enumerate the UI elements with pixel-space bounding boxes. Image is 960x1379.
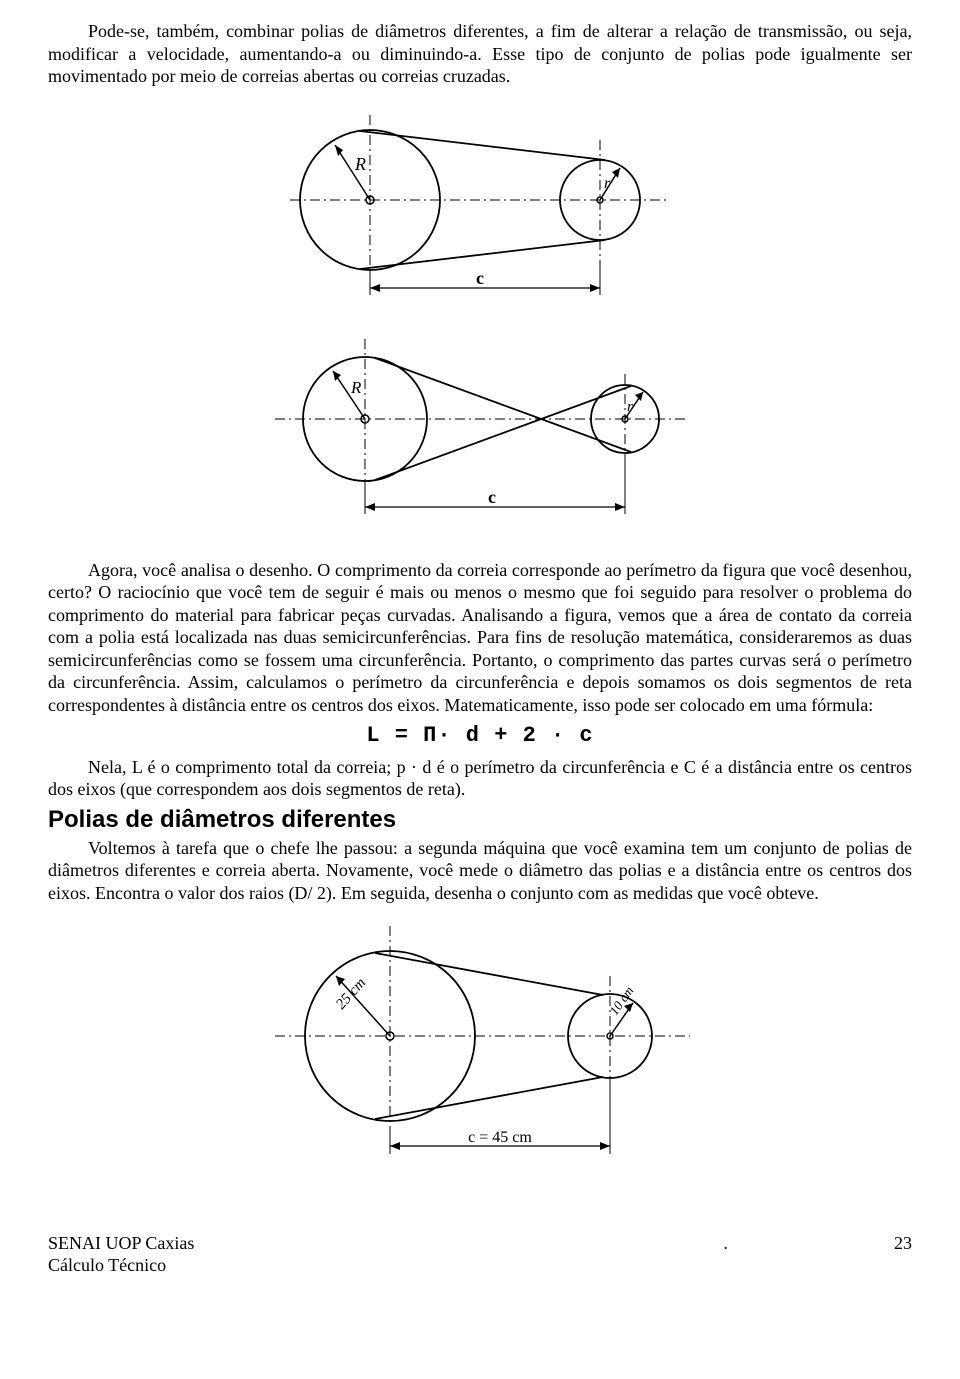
figure-open-belt: R r c	[48, 100, 912, 306]
label-c-2: c	[488, 487, 496, 507]
paragraph-task: Voltemos à tarefa que o chefe lhe passou…	[48, 837, 912, 905]
measured-belt-svg: 25 cm 10 cm c = 45 cm	[250, 916, 710, 1166]
formula: L = Π· d + 2 · c	[48, 722, 912, 750]
label-r-2: r	[627, 399, 633, 415]
label-R-2: R	[350, 378, 362, 397]
section-heading: Polias de diâmetros diferentes	[48, 805, 912, 835]
footer-dot: .	[723, 1233, 728, 1253]
page-number: 23	[894, 1233, 912, 1253]
label-R: R	[354, 154, 366, 174]
crossed-belt-svg: R r c	[255, 329, 705, 529]
paragraph-analysis: Agora, você analisa o desenho. O comprim…	[48, 559, 912, 717]
footer-org: SENAI UOP Caxias	[48, 1233, 194, 1253]
label-r: r	[604, 175, 611, 192]
footer-subject: Cálculo Técnico	[48, 1255, 166, 1275]
label-c-1: c	[476, 268, 484, 288]
paragraph-formula-explain: Nela, L é o comprimento total da correia…	[48, 756, 912, 801]
figure-crossed-belt: R r c	[48, 329, 912, 535]
open-belt-svg: R r c	[260, 100, 700, 300]
page-footer: SENAI UOP Caxias . Cálculo Técnico 23	[48, 1232, 912, 1277]
label-c-45: c = 45 cm	[468, 1129, 532, 1146]
figure-measured-belt: 25 cm 10 cm c = 45 cm	[48, 916, 912, 1172]
paragraph-intro: Pode-se, também, combinar polias de diâm…	[48, 20, 912, 88]
